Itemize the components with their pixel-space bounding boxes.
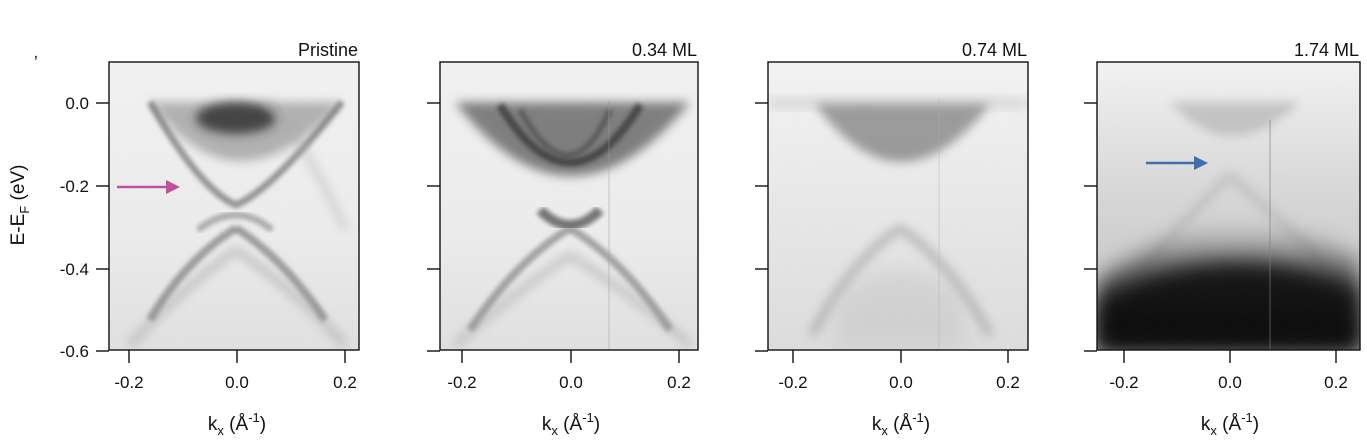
- x-tick-label: 0.0: [225, 373, 249, 392]
- x-tick-label: 0.2: [1324, 373, 1348, 392]
- corner-mark: ʼ: [34, 53, 38, 72]
- y-tick-label: -0.4: [60, 260, 89, 279]
- x-tick-label: 0.2: [333, 373, 357, 392]
- x-tick-label: 0.0: [1218, 373, 1242, 392]
- blue-arrow: [1146, 156, 1208, 170]
- axes-layer: Pristine 0.0 -0.2 -0.4 -0.6 -0.2 0.0 0.2 kx (Å-1…: [60, 40, 1361, 438]
- x-tick-label: 0.0: [559, 373, 583, 392]
- x-axis-title: kx (Å-1): [208, 410, 266, 438]
- y-tick-label: -0.2: [60, 177, 89, 196]
- arpes-image-0.74ml: [768, 62, 1028, 350]
- x-tick-label: -0.2: [778, 373, 807, 392]
- y-axis-title: E-EF (eV): [8, 165, 32, 246]
- panel-0.74ml: [768, 62, 1028, 350]
- panel-0.34ml: [440, 62, 698, 350]
- panel-1.74ml: [1097, 62, 1360, 350]
- x-tick-label: 0.2: [996, 373, 1020, 392]
- panel-frame: [1096, 61, 1361, 351]
- panel-title: 0.74 ML: [962, 40, 1027, 60]
- x-axis-title: kx (Å-1): [872, 410, 930, 438]
- x-tick-label: -0.2: [114, 373, 143, 392]
- x-axis-title: kx (Å-1): [542, 410, 600, 438]
- x-tick-label: 0.0: [889, 373, 913, 392]
- magenta-arrow: [117, 180, 180, 194]
- arpes-image-pristine: [109, 62, 359, 350]
- panel-frame: [767, 61, 1029, 351]
- arpes-image-1.74ml: [1097, 62, 1360, 350]
- x-tick-label: -0.2: [1109, 373, 1138, 392]
- x-tick-label: -0.2: [447, 373, 476, 392]
- panel-frame: [439, 61, 699, 351]
- x-axis-title: kx (Å-1): [1201, 410, 1259, 438]
- panel-title: 0.34 ML: [632, 40, 697, 60]
- panel-pristine: [109, 62, 359, 350]
- y-tick-label: 0.0: [65, 94, 89, 113]
- arpes-image-0.34ml: [440, 62, 698, 350]
- x-tick-label: 0.2: [667, 373, 691, 392]
- panel-title: 1.74 ML: [1294, 40, 1359, 60]
- panel-title: Pristine: [298, 40, 358, 60]
- y-tick-label: -0.6: [60, 342, 89, 361]
- panel-frame: [108, 61, 360, 351]
